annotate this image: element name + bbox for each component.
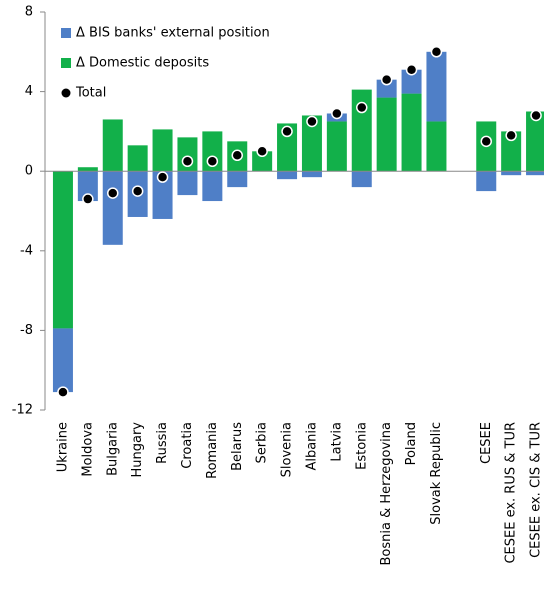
bar: [52, 171, 73, 329]
x-tick-label: Slovenia: [280, 422, 295, 477]
x-tick-label: CESEE ex. RUS & TUR: [504, 422, 519, 564]
bar: [177, 171, 198, 196]
x-tick-label: Ukraine: [55, 422, 70, 472]
total-dot: [181, 155, 194, 167]
bar: [301, 171, 322, 178]
x-tick-label: Belarus: [230, 422, 245, 471]
legend-label: Total: [75, 86, 106, 101]
x-tick-label: Russia: [155, 422, 170, 464]
bar: [526, 111, 544, 172]
bar: [152, 171, 173, 219]
y-tick-label: -4: [20, 243, 33, 258]
bar: [501, 131, 522, 172]
x-tick-label: CESEE: [479, 422, 494, 464]
bar: [326, 121, 347, 172]
x-tick-label: Croatia: [180, 422, 195, 469]
total-dot: [82, 193, 94, 205]
total-dot: [231, 149, 243, 162]
x-tick-label: CESEE ex. CIS & TUR: [529, 422, 544, 558]
y-tick-label: 0: [25, 164, 33, 179]
bar: [426, 121, 447, 172]
x-tick-label: Latvia: [329, 422, 344, 462]
total-dot: [256, 145, 268, 158]
y-tick-label: -8: [20, 323, 33, 338]
total-dot: [57, 386, 69, 398]
total-dot: [331, 107, 343, 120]
bar: [102, 171, 123, 245]
total-dot: [281, 125, 293, 138]
bar: [202, 171, 223, 202]
bar: [127, 145, 148, 172]
y-tick-label: 4: [25, 84, 33, 99]
bar: [376, 79, 397, 98]
bar: [426, 51, 447, 122]
legend-label: Δ Domestic deposits: [76, 56, 209, 71]
total-dot: [505, 129, 517, 142]
bar: [476, 171, 497, 192]
total-dot: [206, 155, 219, 167]
bar: [102, 119, 123, 172]
bar: [227, 171, 248, 188]
bar: [277, 123, 298, 172]
bar: [401, 69, 422, 94]
total-dot: [131, 185, 144, 197]
x-tick-label: Slovak Republic: [429, 422, 444, 525]
bar: [52, 328, 73, 393]
legend-marker: [61, 28, 71, 38]
bar: [526, 171, 544, 176]
x-tick-label: Estonia: [354, 422, 369, 470]
x-tick-label: Serbia: [255, 422, 270, 463]
total-dot: [480, 135, 492, 148]
y-tick-label: -12: [12, 403, 33, 418]
x-tick-label: Albania: [304, 422, 319, 471]
bar: [401, 93, 422, 172]
x-tick-label: Bulgaria: [105, 422, 120, 476]
total-dot: [156, 171, 169, 183]
bar: [301, 115, 322, 172]
total-dot: [430, 46, 443, 58]
x-tick-label: Poland: [404, 422, 419, 465]
y-tick-label: 8: [25, 5, 33, 20]
total-dot: [306, 115, 318, 128]
bar: [252, 151, 273, 172]
x-tick-label: Bosnia & Herzegovina: [379, 422, 394, 566]
total-dot: [405, 63, 418, 76]
x-tick-label: Hungary: [130, 422, 145, 478]
bar: [77, 167, 98, 172]
total-dot: [356, 101, 368, 114]
legend-marker: [61, 88, 71, 98]
total-dot: [107, 187, 119, 199]
bar: [77, 171, 98, 202]
total-dot: [380, 73, 393, 86]
bar: [501, 171, 522, 176]
bar: [351, 171, 372, 188]
bar: [152, 129, 173, 172]
legend-label: Δ BIS banks' external position: [76, 26, 270, 41]
bar: [376, 97, 397, 172]
x-tick-label: Romania: [205, 422, 220, 479]
bar: [277, 171, 298, 180]
total-dot: [530, 109, 542, 122]
x-tick-label: Moldova: [80, 422, 95, 477]
legend-marker: [61, 58, 71, 68]
